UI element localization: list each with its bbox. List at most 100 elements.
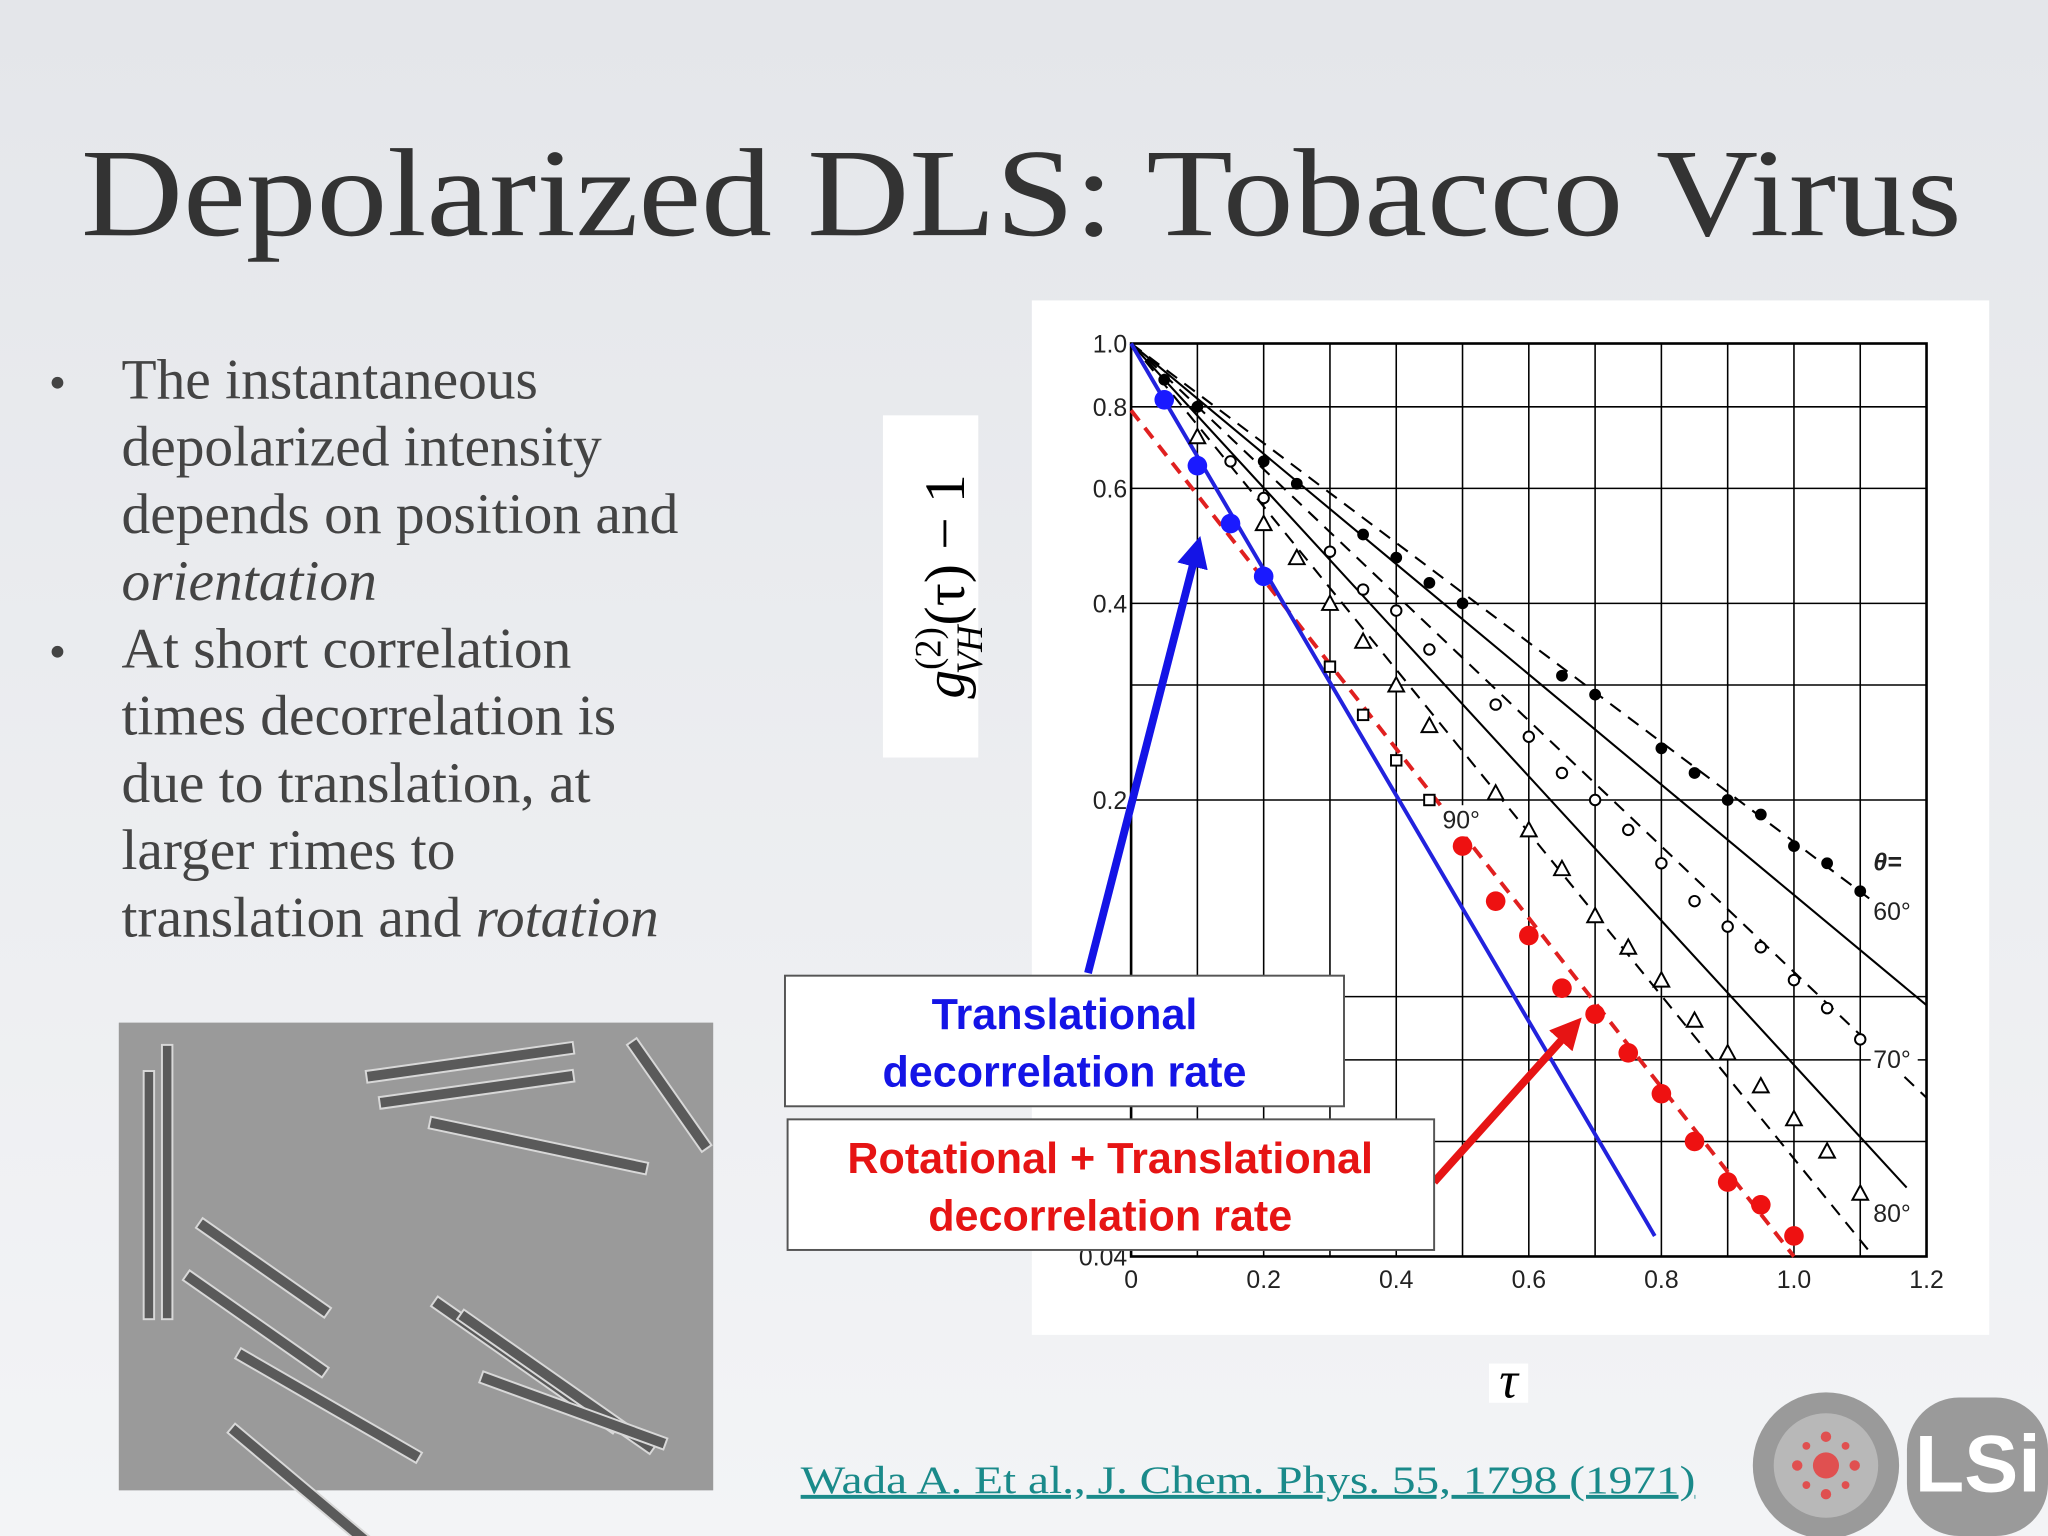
text-segment: times decorrelation is xyxy=(121,685,616,748)
label-part: (τ) − 1 xyxy=(914,474,977,625)
bullet-line: translation and rotation xyxy=(121,886,658,949)
logo: LSi xyxy=(1752,1392,2048,1536)
bullet-line: due to translation, at xyxy=(121,752,590,815)
point xyxy=(1253,566,1274,587)
callout-text: Rotational + Translational xyxy=(847,1135,1373,1183)
fit-line xyxy=(1130,342,1908,928)
bullet-line: times decorrelation is xyxy=(121,685,616,748)
y-tick-label: 0.4 xyxy=(1093,592,1128,619)
point xyxy=(1390,604,1403,617)
point xyxy=(1784,1108,1804,1127)
text-segment: At short correlation xyxy=(121,617,571,680)
point xyxy=(1854,885,1867,898)
point xyxy=(1787,973,1801,987)
point xyxy=(1158,373,1171,386)
bullet-line: larger rimes to xyxy=(121,819,455,882)
series-label: 90° xyxy=(1442,808,1480,835)
point xyxy=(1423,577,1436,589)
callouts: Translational decorrelation rate Rotationa… xyxy=(783,536,1582,1251)
text-segment: due to translation, at xyxy=(121,752,590,815)
y-axis-label: g(2)VH(τ) − 1 xyxy=(907,474,990,698)
fit-line xyxy=(1130,342,1908,1189)
point xyxy=(1850,1183,1870,1201)
point xyxy=(1486,783,1506,801)
point xyxy=(1588,793,1602,807)
point xyxy=(1290,477,1303,490)
point xyxy=(1651,1083,1672,1104)
citation[interactable]: Wada A. Et al., J. Chem. Phys. 55, 1798 … xyxy=(801,1459,1696,1502)
point xyxy=(1519,925,1539,946)
point xyxy=(1390,754,1403,767)
point xyxy=(1585,905,1605,924)
label-part: (2) xyxy=(907,627,948,670)
point xyxy=(1456,597,1469,610)
point xyxy=(1323,660,1337,673)
legend-title: θ= xyxy=(1873,849,1901,876)
point xyxy=(1187,426,1207,445)
point xyxy=(1751,1194,1771,1215)
point xyxy=(1224,455,1237,468)
x-tick-label: 1.0 xyxy=(1777,1267,1811,1294)
point xyxy=(1688,894,1701,908)
point xyxy=(1684,1131,1705,1152)
label-part: g xyxy=(914,670,977,699)
point xyxy=(1718,1043,1738,1061)
callout-text: Translational xyxy=(932,991,1198,1039)
point xyxy=(1254,513,1274,532)
point xyxy=(1187,455,1208,476)
series-label: 70° xyxy=(1873,1047,1911,1074)
point xyxy=(1522,730,1536,743)
x-tick-label: 0.6 xyxy=(1512,1267,1546,1294)
callout-text: decorrelation rate xyxy=(882,1049,1246,1097)
label-bg xyxy=(1439,805,1487,837)
point xyxy=(1685,1010,1705,1028)
x-tick-label: 0.8 xyxy=(1644,1267,1678,1294)
point xyxy=(1688,767,1701,779)
point xyxy=(1390,551,1403,564)
point xyxy=(1552,978,1572,999)
bullet-line: The instantaneous xyxy=(121,348,537,411)
point xyxy=(1585,1004,1605,1024)
text-segment: orientation xyxy=(121,550,376,613)
text-segment: rotation xyxy=(476,886,659,949)
point xyxy=(1257,455,1270,468)
bullet-line: depends on position and xyxy=(121,483,678,546)
point xyxy=(1751,1075,1771,1094)
text-segment: larger rimes to xyxy=(121,819,455,882)
label-bg xyxy=(1870,1044,1918,1076)
point xyxy=(1784,1226,1804,1246)
y-tick-label: 0.6 xyxy=(1093,477,1127,504)
y-tick-label: 0.8 xyxy=(1093,395,1127,422)
x-tick-label: 0 xyxy=(1124,1267,1138,1294)
label-bg xyxy=(1870,1198,1918,1230)
x-axis-label: τ xyxy=(1499,1352,1520,1410)
y-tick-label: 0.2 xyxy=(1093,788,1127,815)
citation-link[interactable]: Wada A. Et al., J. Chem. Phys. 55, 1798 … xyxy=(801,1459,1696,1502)
point xyxy=(1754,941,1768,954)
bullet-line: At short correlation xyxy=(121,617,571,680)
point xyxy=(1555,766,1569,780)
series-label: 60° xyxy=(1873,899,1911,926)
bullet-dot xyxy=(51,376,64,389)
point xyxy=(1655,742,1668,755)
x-tick-label: 1.2 xyxy=(1909,1267,1943,1294)
point xyxy=(1622,823,1635,837)
point xyxy=(1220,513,1241,534)
point xyxy=(1323,545,1337,558)
point xyxy=(1821,857,1833,870)
point xyxy=(1651,970,1671,988)
point xyxy=(1423,793,1436,807)
point xyxy=(1589,688,1601,701)
x-tick-label: 0.2 xyxy=(1246,1267,1280,1294)
point xyxy=(1452,836,1473,856)
point xyxy=(1287,547,1307,566)
label-part: VH xyxy=(949,623,990,674)
x-tick-label: 0.4 xyxy=(1379,1267,1414,1294)
point xyxy=(1423,643,1436,656)
point xyxy=(1618,1043,1639,1063)
point xyxy=(1618,937,1638,955)
point xyxy=(1353,631,1373,649)
fit-line xyxy=(1129,342,1657,1237)
